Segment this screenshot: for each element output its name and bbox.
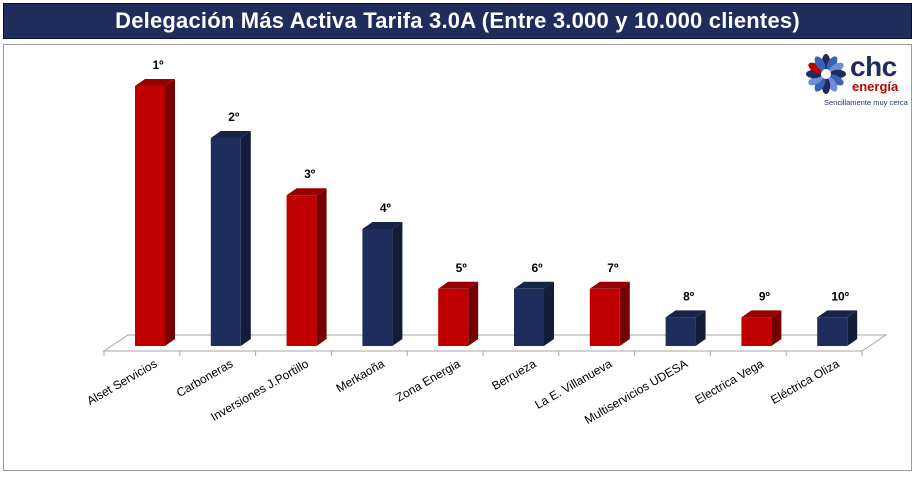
rank-label: 10º	[831, 289, 849, 303]
category-label: Eléctrica Oliza	[768, 356, 842, 407]
bar-side-face	[619, 281, 630, 346]
rank-label: 3º	[304, 167, 316, 181]
flower-logo-icon	[806, 54, 846, 94]
bar-top-face	[514, 281, 554, 289]
bar-top-face	[362, 222, 403, 229]
logo-petal	[826, 77, 838, 92]
category-label: Merkaoña	[334, 356, 387, 395]
bar-front-face	[514, 288, 544, 346]
bar-front-face	[362, 229, 393, 346]
bar-side-face	[240, 131, 251, 346]
bar-front-face	[210, 138, 241, 346]
rank-label: 8º	[683, 289, 695, 303]
bar-front-face	[817, 317, 848, 346]
bar	[135, 79, 175, 346]
bar-top-face	[286, 188, 327, 196]
bar-side-face	[316, 188, 327, 346]
logo-petal	[826, 56, 838, 71]
logo-petal	[829, 62, 844, 74]
bar-top-face	[665, 310, 706, 318]
bar-series	[135, 79, 858, 346]
bar	[665, 310, 706, 346]
category-label: Alset Servicios	[84, 356, 159, 407]
bar	[362, 222, 403, 346]
bar-front-face	[286, 195, 317, 346]
bar-front-face	[741, 317, 772, 346]
bar-front-face	[665, 317, 696, 346]
rank-label: 5º	[456, 261, 468, 275]
bar	[438, 281, 479, 346]
bar-side-face	[392, 222, 403, 346]
bar-top-face	[438, 281, 479, 289]
rank-label: 9º	[759, 289, 771, 303]
category-label: Zona Energia	[393, 356, 463, 404]
chc-energia-logo: chc energía Sencillamente muy cerca	[806, 51, 908, 114]
bar	[210, 131, 251, 346]
bar	[286, 188, 327, 346]
logo-petal	[808, 74, 823, 86]
bar-side-face	[468, 281, 479, 346]
logo-petal	[829, 74, 844, 86]
bar-top-face	[589, 281, 630, 289]
category-label: Carboneras	[174, 356, 235, 399]
rank-label: 7º	[607, 261, 619, 275]
logo-brand-sub: energía	[852, 79, 899, 94]
bar-top-face	[135, 79, 175, 86]
bar-front-face	[135, 86, 165, 346]
rank-label: 6º	[531, 261, 543, 275]
category-label: Electrica Vega	[692, 356, 766, 407]
rank-label: 4º	[380, 201, 392, 215]
logo-brand: chc	[850, 51, 897, 82]
chart-title: Delegación Más Activa Tarifa 3.0A (Entre…	[115, 8, 800, 33]
rank-labels: 1º 2º 3º 4º 5º 6º 7º 8º 9º 10º	[152, 58, 849, 303]
category-label: Berrueza	[489, 356, 538, 393]
logo-tagline: Sencillamente muy cerca	[824, 98, 908, 107]
logo-petal	[814, 56, 826, 71]
chart-title-bar: Delegación Más Activa Tarifa 3.0A (Entre…	[3, 3, 912, 39]
bar-side-face	[771, 310, 782, 346]
bar-top-face	[741, 310, 782, 318]
rank-label: 2º	[228, 110, 240, 124]
bar-side-face	[165, 79, 175, 346]
bar-front-face	[589, 288, 620, 346]
rank-label: 1º	[152, 58, 164, 72]
bar	[741, 310, 782, 346]
bar-top-face	[210, 131, 251, 138]
bar-top-face	[817, 310, 858, 318]
bar	[817, 310, 858, 346]
logo-petal	[814, 77, 826, 92]
logo-petal	[808, 62, 823, 74]
bar-side-face	[695, 310, 706, 346]
bar	[514, 281, 554, 346]
bar-side-face	[544, 281, 554, 346]
bar	[589, 281, 630, 346]
bar-side-face	[847, 310, 858, 346]
bar-front-face	[438, 288, 469, 346]
